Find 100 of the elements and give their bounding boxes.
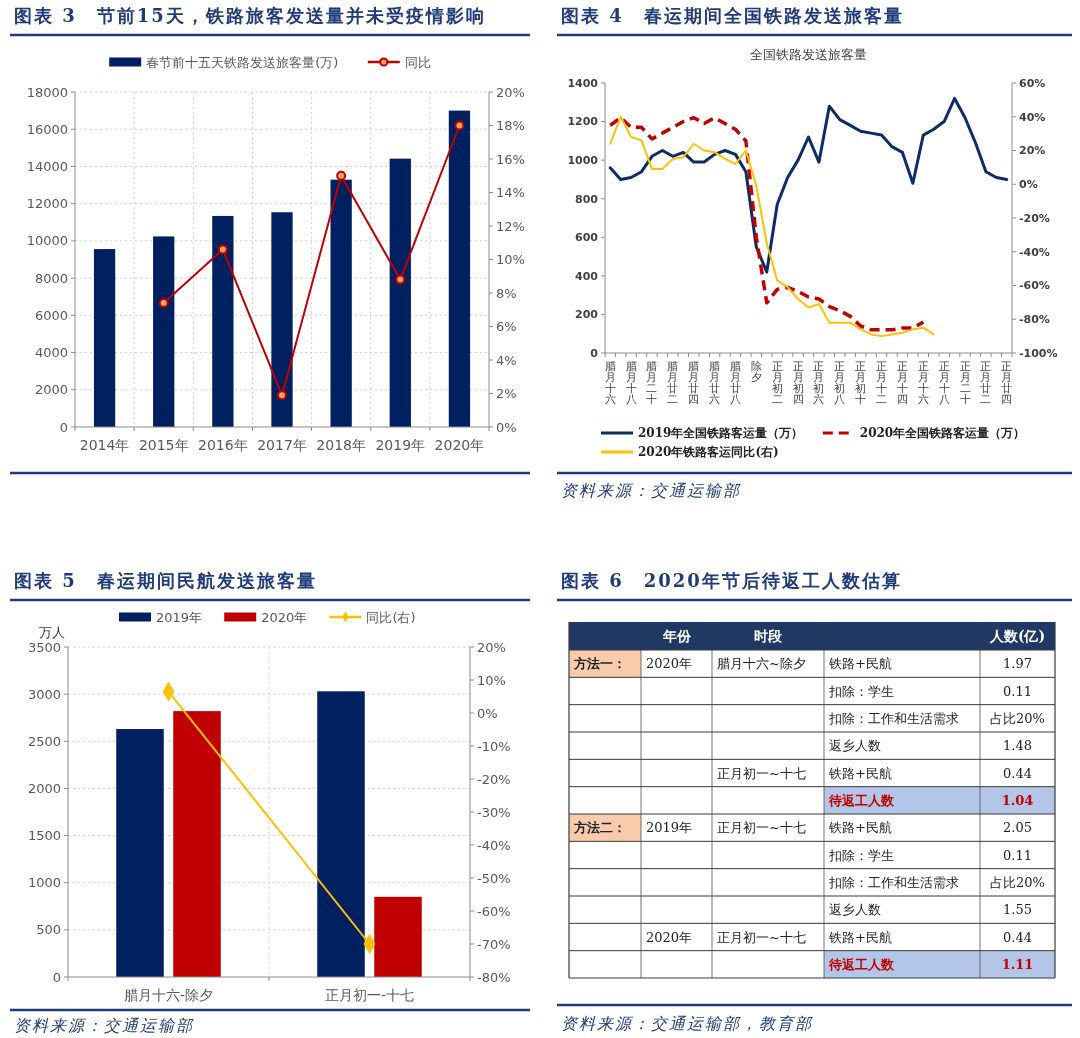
text: 铁路+民航 <box>829 820 892 836</box>
y-tick-label: 14000 <box>26 158 68 174</box>
text: 2020年 <box>646 656 693 672</box>
point <box>454 120 465 131</box>
x-tick-label: 正月初二 <box>771 360 783 407</box>
text: 待返工人数 <box>829 792 894 808</box>
text: 扣除：工作和生活需求 <box>829 710 959 726</box>
category-label: 年份 <box>661 627 692 644</box>
text: 待返工人数 <box>829 956 894 972</box>
y-tick-label: 12000 <box>26 196 68 212</box>
x-tick-label: 腊月十六 <box>604 360 616 407</box>
y2-tick-label: -70% <box>477 936 511 952</box>
point <box>217 244 228 255</box>
y-tick-label: 4000 <box>34 345 68 361</box>
legend-label: 2020年全国铁路客运量（万） <box>859 426 1026 441</box>
x-tick-label: 腊月廿八 <box>729 360 741 407</box>
legend-label: 2019年 <box>156 609 203 625</box>
text: 2019年 <box>646 820 693 836</box>
y2-tick-label: 20% <box>477 639 506 655</box>
y-tick-label: 600 <box>575 231 599 245</box>
x-tick-label: 2015年 <box>138 437 189 453</box>
y-tick-label: 0 <box>590 346 599 360</box>
y2-tick-label: -80% <box>1019 313 1050 327</box>
text: 0.11 <box>1003 683 1032 699</box>
bar <box>271 212 293 427</box>
y2-tick-label: 12% <box>496 218 525 234</box>
text: 资料来源：交通运输部，教育部 <box>561 1014 813 1033</box>
y-axis-title: 万人 <box>39 625 65 640</box>
category-label: 人数(亿) <box>988 627 1046 644</box>
x-tick-label: 除夕 <box>750 360 762 385</box>
legend-label: 2020年 <box>261 609 308 625</box>
text: 铁路+民航 <box>829 656 892 672</box>
y2-tick-label: -50% <box>477 870 511 886</box>
y2-tick-label: -60% <box>477 903 511 919</box>
y2-tick-label: 2% <box>496 386 517 402</box>
y-tick-label: 1200 <box>567 115 599 129</box>
text: 扣除：学生 <box>829 847 894 863</box>
text: 正月初一~十七 <box>717 820 806 836</box>
chart-subtitle: 全国铁路发送旅客量 <box>750 47 867 62</box>
bar <box>116 729 164 977</box>
text: 占比20% <box>990 710 1045 726</box>
y2-tick-label: -10% <box>477 738 511 754</box>
text: 资料来源：交通运输部 <box>561 481 741 500</box>
y2-tick-label: 0% <box>496 419 517 435</box>
x-tick-label: 腊月十六-除夕 <box>123 987 214 1003</box>
text: 1.04 <box>1001 792 1034 808</box>
point <box>395 274 406 285</box>
text: 扣除：学生 <box>829 683 894 699</box>
legend-label: 同比(右) <box>366 609 416 625</box>
y2-tick-label: 6% <box>496 319 517 335</box>
x-tick-label: 正月初六 <box>813 360 825 407</box>
text: 正月初一~十七 <box>717 929 806 945</box>
y2-tick-label: 10% <box>477 672 506 688</box>
y2-tick-label: 0% <box>1019 178 1038 192</box>
y-tick-label: 800 <box>575 192 599 206</box>
y2-tick-label: -100% <box>1019 346 1058 360</box>
x-tick-label: 腊月廿六 <box>709 360 721 407</box>
y-tick-label: 200 <box>575 308 599 322</box>
text: 1.11 <box>1001 956 1034 972</box>
text: 铁路+民航 <box>829 765 892 781</box>
text: 图表 6 2020年节后待返工人数估算 <box>561 570 902 591</box>
text: 0.44 <box>1003 765 1032 781</box>
y-tick-label: 0 <box>59 419 68 435</box>
text: 1.48 <box>1003 738 1032 754</box>
y2-tick-label: 40% <box>1019 110 1046 124</box>
x-tick-label: 正月初四 <box>792 360 804 407</box>
y-tick-label: 6000 <box>34 307 68 323</box>
category-label: 时段 <box>754 627 783 644</box>
legend-label: 同比 <box>404 54 431 70</box>
x-tick-label: 2019年 <box>375 437 426 453</box>
x-tick-label: 正月廿四 <box>1001 360 1013 407</box>
y2-tick-label: -20% <box>477 771 511 787</box>
y2-tick-label: 14% <box>496 185 525 201</box>
bar <box>93 249 116 427</box>
y-tick-label: 1000 <box>27 875 61 891</box>
x-tick-label: 正月初十 <box>855 360 867 407</box>
y2-tick-label: 20% <box>496 84 525 100</box>
bar <box>389 158 411 427</box>
y2-tick-label: -40% <box>477 837 511 853</box>
y-tick-label: 16000 <box>26 121 68 137</box>
y2-tick-label: 8% <box>496 285 517 301</box>
bar <box>317 691 365 977</box>
chart-title: 图表 5 春运期间民航发送旅客量 <box>14 570 317 591</box>
x-tick-label: 正月十八 <box>938 360 950 407</box>
y-tick-label: 18000 <box>26 84 68 100</box>
point <box>158 298 169 309</box>
bar <box>330 179 352 427</box>
x-tick-label: 正月二十 <box>959 360 971 407</box>
y2-tick-label: 4% <box>496 352 517 368</box>
y2-tick-label: -20% <box>1019 211 1050 225</box>
y-tick-label: 10000 <box>26 233 68 249</box>
text: 返乡人数 <box>829 738 881 754</box>
y-tick-label: 0 <box>52 969 61 985</box>
x-tick-label: 正月十六 <box>917 360 929 407</box>
y2-tick-label: 0% <box>477 705 498 721</box>
y2-tick-label: -80% <box>477 969 511 985</box>
x-tick-label: 正月十四 <box>896 360 908 407</box>
point <box>277 390 287 401</box>
y-tick-label: 2500 <box>27 733 61 749</box>
x-tick-label: 2018年 <box>316 437 366 453</box>
